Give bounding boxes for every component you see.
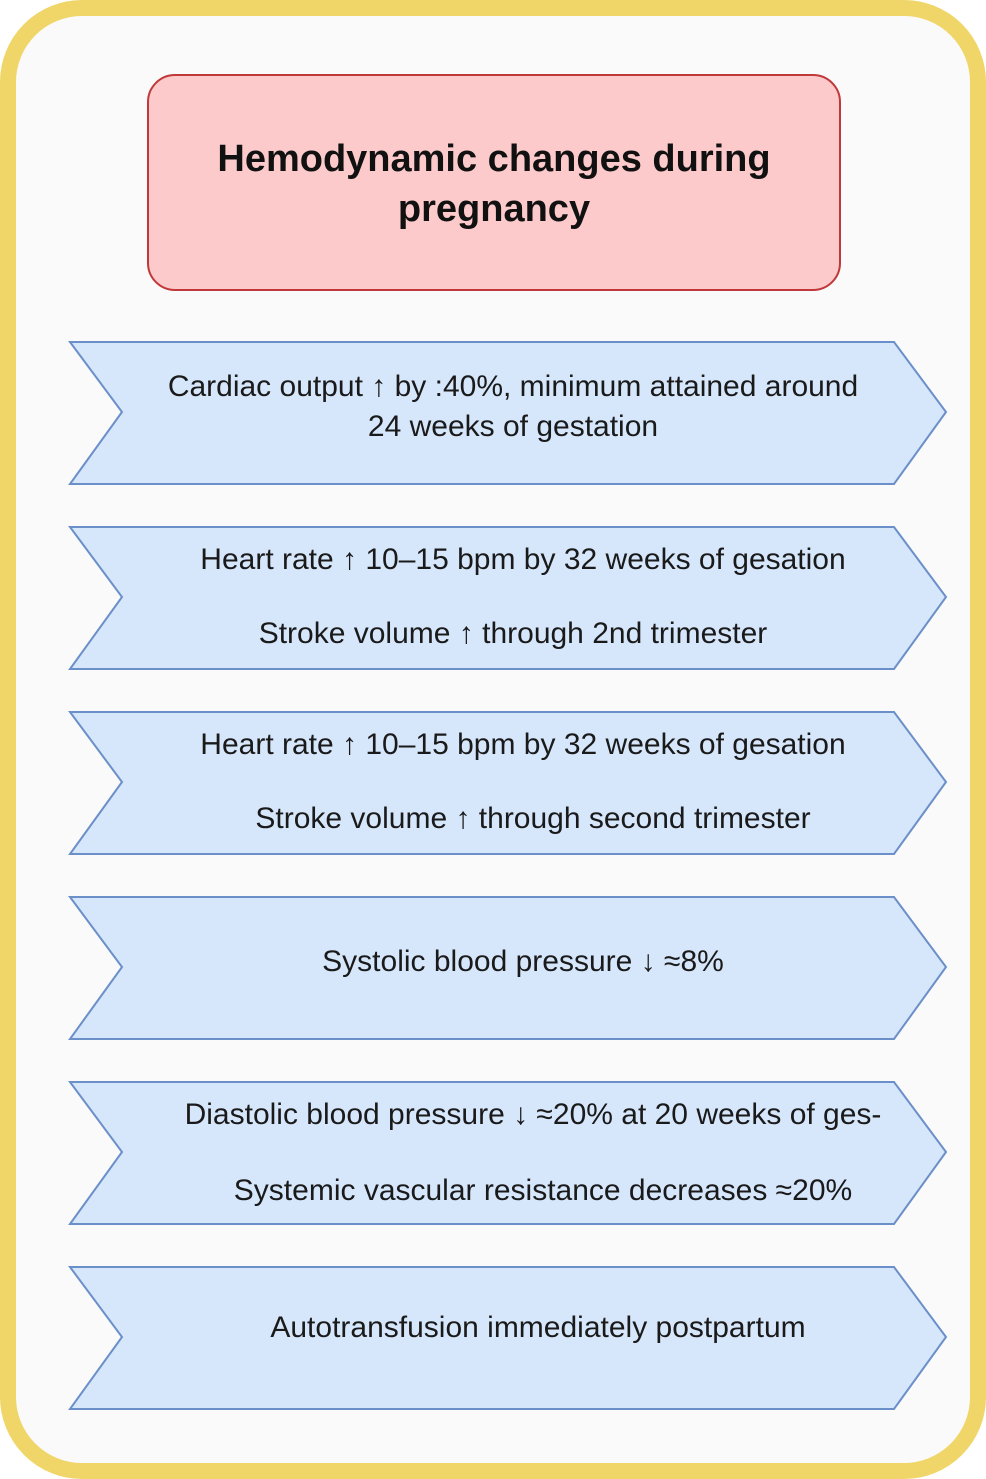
chevron-shape: [68, 526, 948, 670]
chevron-step-5: Diastolic blood pressure ↓ ≈20% at 20 we…: [0, 1080, 986, 1226]
step-1-line-2: 24 weeks of gestation: [367, 410, 659, 443]
step-3-line-1: Heart rate ↑ 10–15 bpm by 32 weeks of ge…: [200, 728, 846, 761]
step-6-line-1: Autotransfusion immediately postpartum: [270, 1311, 806, 1344]
chevron-step-2: Heart rate ↑ 10–15 bpm by 32 weeks of ge…: [0, 525, 986, 671]
diagram-title: Hemodynamic changes during pregnancy: [217, 138, 771, 230]
chevron-step-4: Systolic blood pressure ↓ ≈8%: [0, 895, 986, 1041]
chevron-step-1: Cardiac output ↑ by :40%, minimum attain…: [0, 340, 986, 486]
step-4-line-1: Systolic blood pressure ↓ ≈8%: [322, 945, 724, 978]
chevron-shape: [68, 1266, 948, 1410]
step-1-line-1: Cardiac output ↑ by :40%, minimum attain…: [167, 370, 859, 403]
step-5-line-2: Systemic vascular resistance decreases ≈…: [233, 1174, 853, 1207]
chevron-shape: [68, 341, 948, 485]
chevron-shape: [68, 896, 948, 1040]
chevron-shape: [68, 1081, 948, 1225]
chevron-shape: [68, 711, 948, 855]
chevron-step-6: Autotransfusion immediately postpartum: [0, 1265, 986, 1411]
step-2-line-2: Stroke volume ↑ through 2nd trimester: [258, 617, 768, 650]
title-box: Hemodynamic changes during pregnancy: [147, 74, 841, 291]
step-5-line-1: Diastolic blood pressure ↓ ≈20% at 20 we…: [184, 1098, 882, 1131]
step-2-line-1: Heart rate ↑ 10–15 bpm by 32 weeks of ge…: [200, 543, 846, 576]
step-3-line-2: Stroke volume ↑ through second trimester: [255, 802, 811, 835]
chevron-step-3: Heart rate ↑ 10–15 bpm by 32 weeks of ge…: [0, 710, 986, 856]
